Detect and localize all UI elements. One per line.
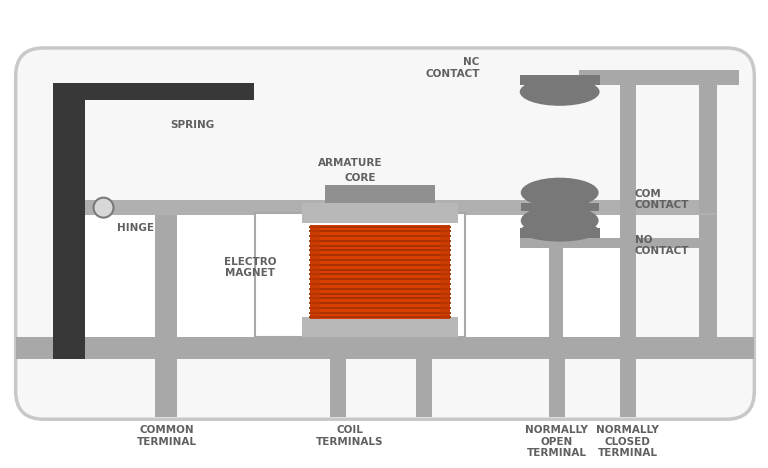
- Bar: [15, 337, 754, 359]
- Text: ARMATURE: ARMATURE: [318, 158, 382, 168]
- Bar: [155, 358, 177, 417]
- Text: CORE: CORE: [344, 173, 376, 183]
- Bar: [520, 238, 600, 248]
- Bar: [548, 358, 564, 417]
- Bar: [578, 70, 717, 85]
- Text: COM
CONTACT: COM CONTACT: [634, 189, 689, 211]
- Bar: [440, 225, 450, 320]
- Text: SPRING: SPRING: [170, 120, 214, 130]
- Bar: [548, 234, 563, 359]
- Bar: [155, 212, 177, 359]
- Bar: [620, 358, 636, 417]
- Text: COIL
TERMINALS: COIL TERMINALS: [316, 425, 384, 447]
- Bar: [330, 358, 346, 417]
- Bar: [578, 200, 717, 215]
- Bar: [521, 203, 598, 211]
- Text: NO
CONTACT: NO CONTACT: [634, 235, 689, 256]
- Bar: [520, 75, 600, 85]
- Text: ELECTRO
MAGNET: ELECTRO MAGNET: [224, 257, 276, 278]
- Bar: [520, 227, 600, 238]
- Bar: [548, 238, 713, 248]
- Bar: [700, 78, 717, 212]
- Bar: [325, 185, 435, 203]
- Bar: [416, 337, 430, 359]
- Ellipse shape: [521, 219, 598, 241]
- Text: NORMALLY
CLOSED
TERMINAL: NORMALLY CLOSED TERMINAL: [596, 425, 659, 459]
- Bar: [84, 212, 624, 337]
- Bar: [700, 195, 717, 359]
- Bar: [53, 140, 84, 359]
- Bar: [620, 75, 636, 359]
- Bar: [255, 212, 465, 337]
- Bar: [302, 317, 458, 337]
- Text: COMMON
TERMINAL: COMMON TERMINAL: [137, 425, 197, 447]
- FancyBboxPatch shape: [15, 48, 754, 419]
- Bar: [302, 203, 458, 223]
- Bar: [310, 225, 320, 320]
- Text: NORMALLY
OPEN
TERMINAL: NORMALLY OPEN TERMINAL: [525, 425, 588, 459]
- Bar: [310, 225, 450, 320]
- Circle shape: [94, 197, 114, 218]
- Bar: [53, 83, 84, 160]
- Ellipse shape: [521, 178, 598, 208]
- Ellipse shape: [520, 78, 600, 106]
- Text: NC
CONTACT: NC CONTACT: [425, 57, 480, 79]
- Bar: [700, 70, 740, 85]
- Ellipse shape: [521, 205, 598, 235]
- Bar: [330, 337, 344, 359]
- Bar: [416, 358, 432, 417]
- Bar: [84, 83, 254, 100]
- Bar: [84, 200, 578, 215]
- Text: HINGE: HINGE: [118, 223, 154, 233]
